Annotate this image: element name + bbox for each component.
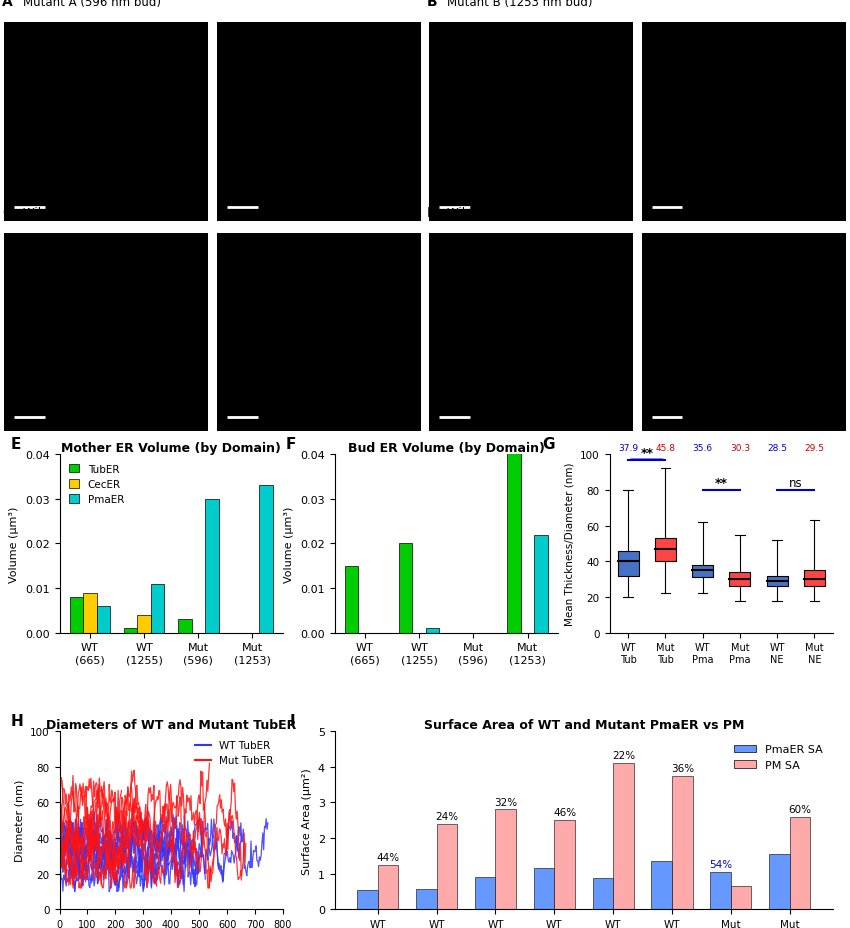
Title: Surface Area of WT and Mutant PmaER vs PM: Surface Area of WT and Mutant PmaER vs P… bbox=[423, 718, 744, 731]
Text: D: D bbox=[427, 205, 439, 219]
Text: B: B bbox=[427, 0, 438, 9]
Text: 60%: 60% bbox=[789, 804, 812, 814]
Text: Wild type (665 nm bud): Wild type (665 nm bud) bbox=[23, 206, 163, 219]
Text: E: E bbox=[10, 437, 20, 452]
Y-axis label: Mean Thickness/Diameter (nm): Mean Thickness/Diameter (nm) bbox=[564, 462, 575, 625]
Bar bbox=[769, 854, 790, 909]
Text: 44%: 44% bbox=[377, 852, 400, 862]
Bar bbox=[767, 576, 788, 586]
Bar bbox=[416, 889, 437, 909]
Bar bbox=[672, 776, 693, 909]
Bar bbox=[790, 817, 810, 909]
Bar bbox=[205, 499, 218, 633]
Bar bbox=[377, 865, 399, 909]
Bar bbox=[535, 535, 547, 633]
Bar bbox=[178, 620, 191, 633]
Bar bbox=[534, 869, 554, 909]
Text: 24%: 24% bbox=[435, 811, 458, 821]
Text: 22%: 22% bbox=[612, 751, 635, 760]
Bar bbox=[70, 598, 83, 633]
Bar bbox=[138, 615, 151, 633]
Bar bbox=[651, 861, 672, 909]
Text: 32%: 32% bbox=[494, 797, 518, 806]
Text: A: A bbox=[3, 0, 13, 9]
Text: 45.8: 45.8 bbox=[655, 444, 676, 453]
Text: 37.9: 37.9 bbox=[618, 444, 638, 453]
Text: **: ** bbox=[715, 476, 728, 489]
Bar bbox=[426, 628, 439, 633]
Text: 35.6: 35.6 bbox=[693, 444, 712, 453]
Bar bbox=[151, 584, 164, 633]
Legend: PmaER SA, PM SA: PmaER SA, PM SA bbox=[729, 741, 827, 775]
Text: ns: ns bbox=[789, 476, 802, 489]
Bar bbox=[729, 573, 751, 586]
Text: C: C bbox=[3, 205, 13, 219]
Bar bbox=[692, 565, 713, 578]
Bar bbox=[554, 820, 575, 909]
Text: 29.5: 29.5 bbox=[804, 444, 824, 453]
Bar bbox=[496, 809, 516, 909]
Title: Diameters of WT and Mutant TubER: Diameters of WT and Mutant TubER bbox=[46, 718, 297, 731]
Text: 54%: 54% bbox=[709, 859, 732, 870]
Bar bbox=[124, 628, 138, 633]
Y-axis label: Diameter (nm): Diameter (nm) bbox=[14, 780, 25, 861]
Bar bbox=[437, 824, 457, 909]
Y-axis label: Volume (μm³): Volume (μm³) bbox=[9, 506, 20, 582]
Bar bbox=[259, 486, 273, 633]
Bar bbox=[655, 538, 676, 561]
Y-axis label: Volume (μm³): Volume (μm³) bbox=[285, 506, 294, 582]
Text: 30.3: 30.3 bbox=[730, 444, 750, 453]
Bar bbox=[507, 375, 521, 633]
Legend: TubER, CecER, PmaER: TubER, CecER, PmaER bbox=[65, 460, 128, 509]
Bar bbox=[97, 606, 110, 633]
Bar bbox=[399, 544, 412, 633]
Text: Mutant B (1253 nm bud): Mutant B (1253 nm bud) bbox=[447, 0, 593, 9]
Text: H: H bbox=[10, 714, 23, 728]
Text: 46%: 46% bbox=[553, 807, 576, 818]
Bar bbox=[475, 877, 496, 909]
Legend: WT TubER, Mut TubER: WT TubER, Mut TubER bbox=[191, 736, 278, 770]
Title: Bud ER Volume (by Domain): Bud ER Volume (by Domain) bbox=[348, 442, 545, 455]
Title: Mother ER Volume (by Domain): Mother ER Volume (by Domain) bbox=[61, 442, 281, 455]
Bar bbox=[613, 763, 634, 909]
Bar bbox=[345, 566, 358, 633]
Text: G: G bbox=[542, 437, 555, 452]
Bar bbox=[592, 878, 613, 909]
Bar bbox=[804, 571, 824, 586]
Text: 36%: 36% bbox=[671, 763, 694, 773]
Text: **: ** bbox=[640, 446, 654, 459]
Text: 28.5: 28.5 bbox=[768, 444, 787, 453]
Text: Wild type (1255 nm bud): Wild type (1255 nm bud) bbox=[447, 206, 595, 219]
Bar bbox=[731, 886, 751, 909]
Text: F: F bbox=[286, 437, 296, 452]
Text: I: I bbox=[290, 714, 295, 728]
Bar bbox=[357, 890, 377, 909]
Y-axis label: Surface Area (μm²): Surface Area (μm²) bbox=[302, 767, 312, 873]
Bar bbox=[618, 551, 638, 576]
Bar bbox=[83, 593, 97, 633]
Text: Mutant A (596 nm bud): Mutant A (596 nm bud) bbox=[23, 0, 161, 9]
Bar bbox=[711, 872, 731, 909]
